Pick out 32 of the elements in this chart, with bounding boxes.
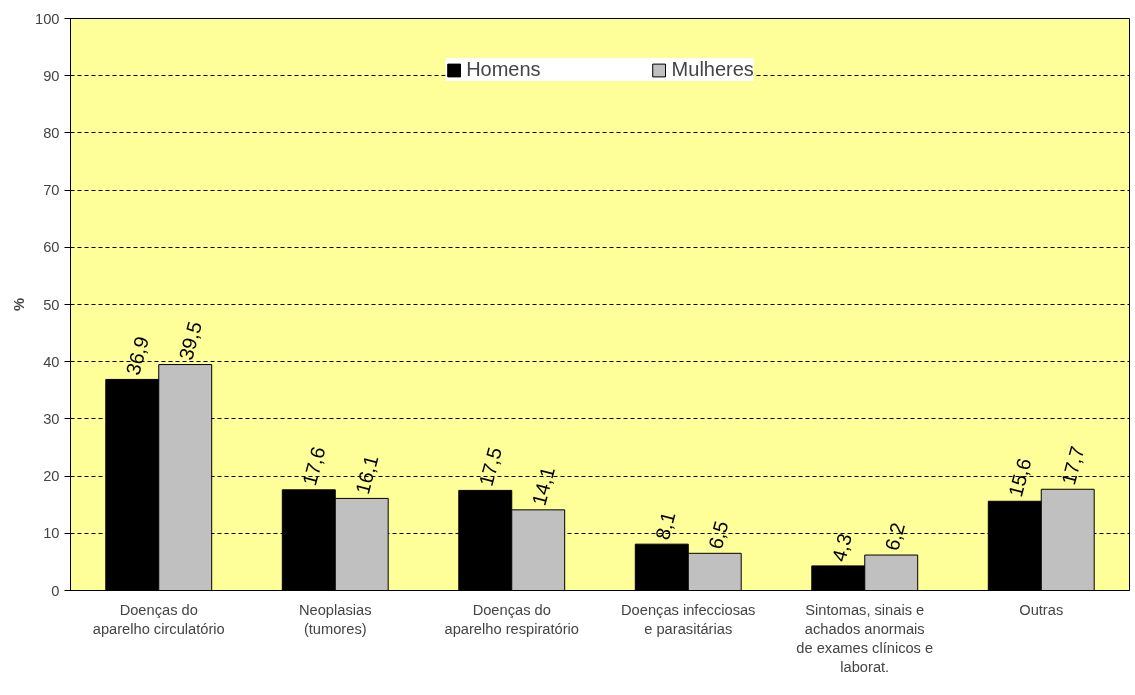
y-tick-label: 70 [43,182,60,199]
data-label: 6,2 [880,520,910,553]
legend-label: Homens [466,58,541,81]
y-tick-label: 60 [43,239,60,256]
y-tick-label: 80 [43,124,60,141]
data-label: 36,9 [121,333,153,378]
y-tick-label: 40 [43,353,60,370]
y-tick-label: 10 [43,525,60,542]
data-label: 15,6 [1004,455,1036,500]
x-tick-label: Sintomas, sinais e achados anormais de exames clínicos e laborat. [796,601,934,676]
x-tick-label: Outras [1019,601,1064,618]
x-tick-label: Neoplasias (tumores) [299,601,372,637]
data-label: 17,7 [1057,443,1089,488]
legend-label: Mulheres [671,58,754,81]
y-tick-label: 0 [51,582,60,599]
y-tick-label: 20 [43,468,60,485]
data-label: 8,1 [651,509,680,543]
data-label: 16,1 [351,452,383,497]
y-axis-title: % [11,297,28,312]
data-label: 14,1 [527,464,559,508]
data-label: 39,5 [174,319,206,363]
x-tick-label: Doenças do aparelho circulatório [92,601,225,637]
data-label: 4,3 [827,531,857,564]
data-label: 6,5 [704,518,733,552]
data-label: 17,6 [298,444,330,488]
y-tick-label: 90 [43,67,60,84]
y-tick-label: 100 [35,10,60,27]
x-tick-label: Doenças do aparelho respiratório [444,601,579,637]
y-tick-label: 30 [43,410,60,427]
y-tick-label: 50 [43,296,60,313]
x-tick-label: Doenças infecciosas e parasitárias [621,601,756,637]
data-label: 17,5 [474,444,506,489]
